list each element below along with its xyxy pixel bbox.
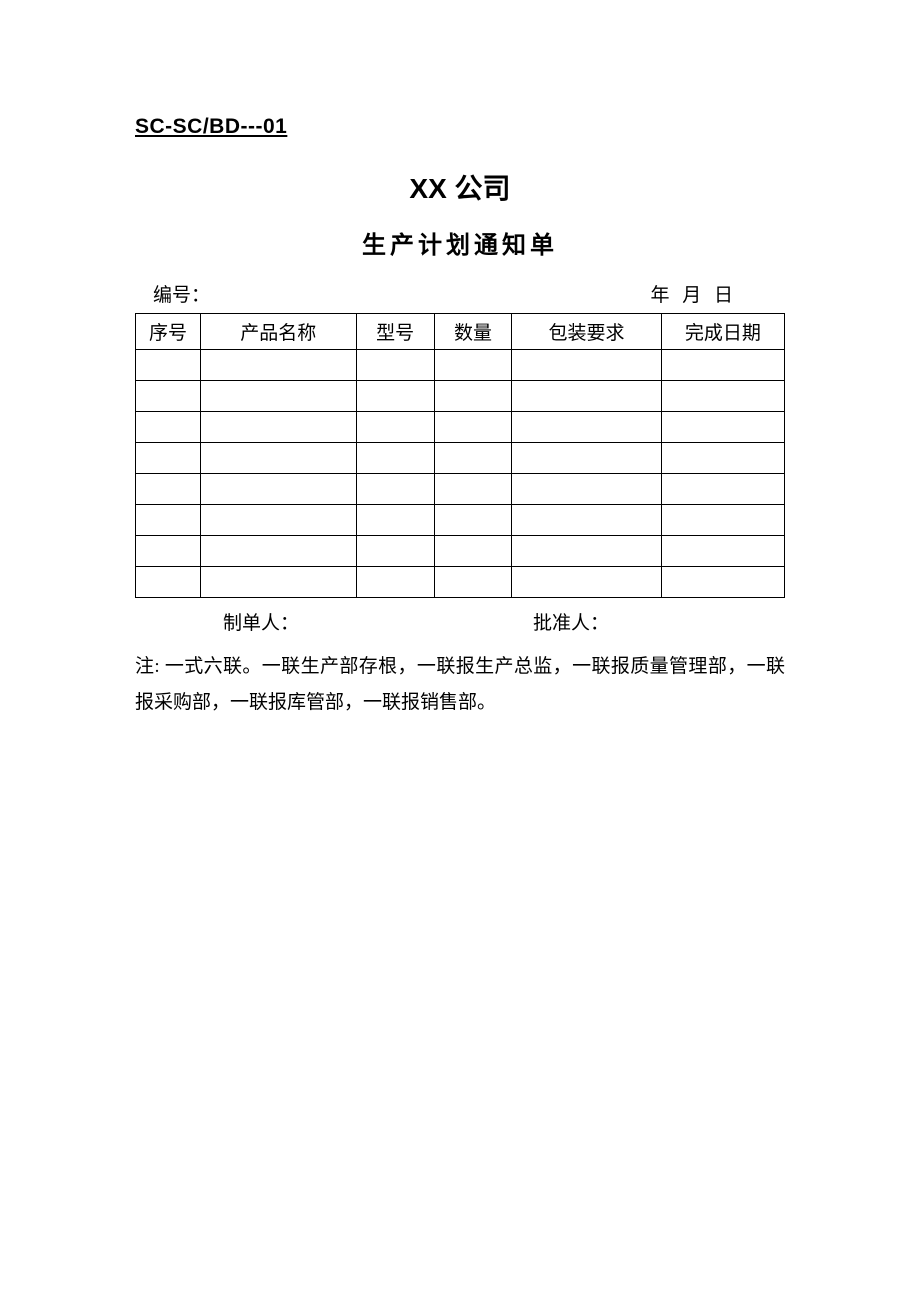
table-row (136, 350, 785, 381)
cell (434, 567, 512, 598)
cell (356, 443, 434, 474)
cell (434, 474, 512, 505)
cell (512, 412, 661, 443)
col-header-date: 完成日期 (661, 314, 784, 350)
cell (512, 381, 661, 412)
col-header-seq: 序号 (136, 314, 201, 350)
cell (434, 381, 512, 412)
cell (661, 381, 784, 412)
table-row (136, 536, 785, 567)
table-row (136, 443, 785, 474)
note-text: 注: 一式六联。一联生产部存根，一联报生产总监，一联报质量管理部，一联报采购部，… (135, 649, 785, 721)
cell (512, 350, 661, 381)
cell (434, 443, 512, 474)
table-row (136, 567, 785, 598)
serial-label: 编号： (153, 280, 650, 307)
cell (434, 536, 512, 567)
table-row (136, 474, 785, 505)
cell (356, 505, 434, 536)
cell (136, 505, 201, 536)
cell (136, 381, 201, 412)
form-title: 生产计划通知单 (135, 225, 785, 260)
cell (200, 443, 356, 474)
plan-table: 序号 产品名称 型号 数量 包装要求 完成日期 (135, 313, 785, 598)
meta-row: 编号： 年 月 日 (135, 280, 785, 307)
cell (434, 350, 512, 381)
col-header-model: 型号 (356, 314, 434, 350)
col-header-pack: 包装要求 (512, 314, 661, 350)
table-row (136, 381, 785, 412)
col-header-qty: 数量 (434, 314, 512, 350)
cell (661, 505, 784, 536)
cell (661, 567, 784, 598)
cell (136, 567, 201, 598)
doc-code: SC-SC/BD---01 (135, 115, 785, 139)
cell (661, 474, 784, 505)
cell (512, 567, 661, 598)
table-body (136, 350, 785, 598)
cell (200, 350, 356, 381)
table-row (136, 505, 785, 536)
cell (136, 443, 201, 474)
date-label: 年 月 日 (650, 280, 767, 307)
cell (434, 505, 512, 536)
cell (200, 567, 356, 598)
preparer-label: 制单人： (223, 608, 533, 635)
table-row (136, 412, 785, 443)
approver-label: 批准人： (533, 608, 609, 635)
cell (356, 412, 434, 443)
cell (356, 381, 434, 412)
cell (512, 443, 661, 474)
cell (661, 412, 784, 443)
cell (136, 536, 201, 567)
cell (200, 536, 356, 567)
signature-row: 制单人： 批准人： (135, 608, 785, 635)
cell (356, 474, 434, 505)
cell (200, 474, 356, 505)
company-name: XX 公司 (135, 167, 785, 207)
cell (356, 350, 434, 381)
cell (356, 536, 434, 567)
cell (200, 505, 356, 536)
cell (512, 505, 661, 536)
cell (661, 443, 784, 474)
cell (434, 412, 512, 443)
cell (356, 567, 434, 598)
cell (200, 381, 356, 412)
cell (512, 474, 661, 505)
cell (512, 536, 661, 567)
cell (661, 350, 784, 381)
cell (136, 474, 201, 505)
col-header-name: 产品名称 (200, 314, 356, 350)
cell (200, 412, 356, 443)
cell (661, 536, 784, 567)
cell (136, 412, 201, 443)
cell (136, 350, 201, 381)
table-header-row: 序号 产品名称 型号 数量 包装要求 完成日期 (136, 314, 785, 350)
